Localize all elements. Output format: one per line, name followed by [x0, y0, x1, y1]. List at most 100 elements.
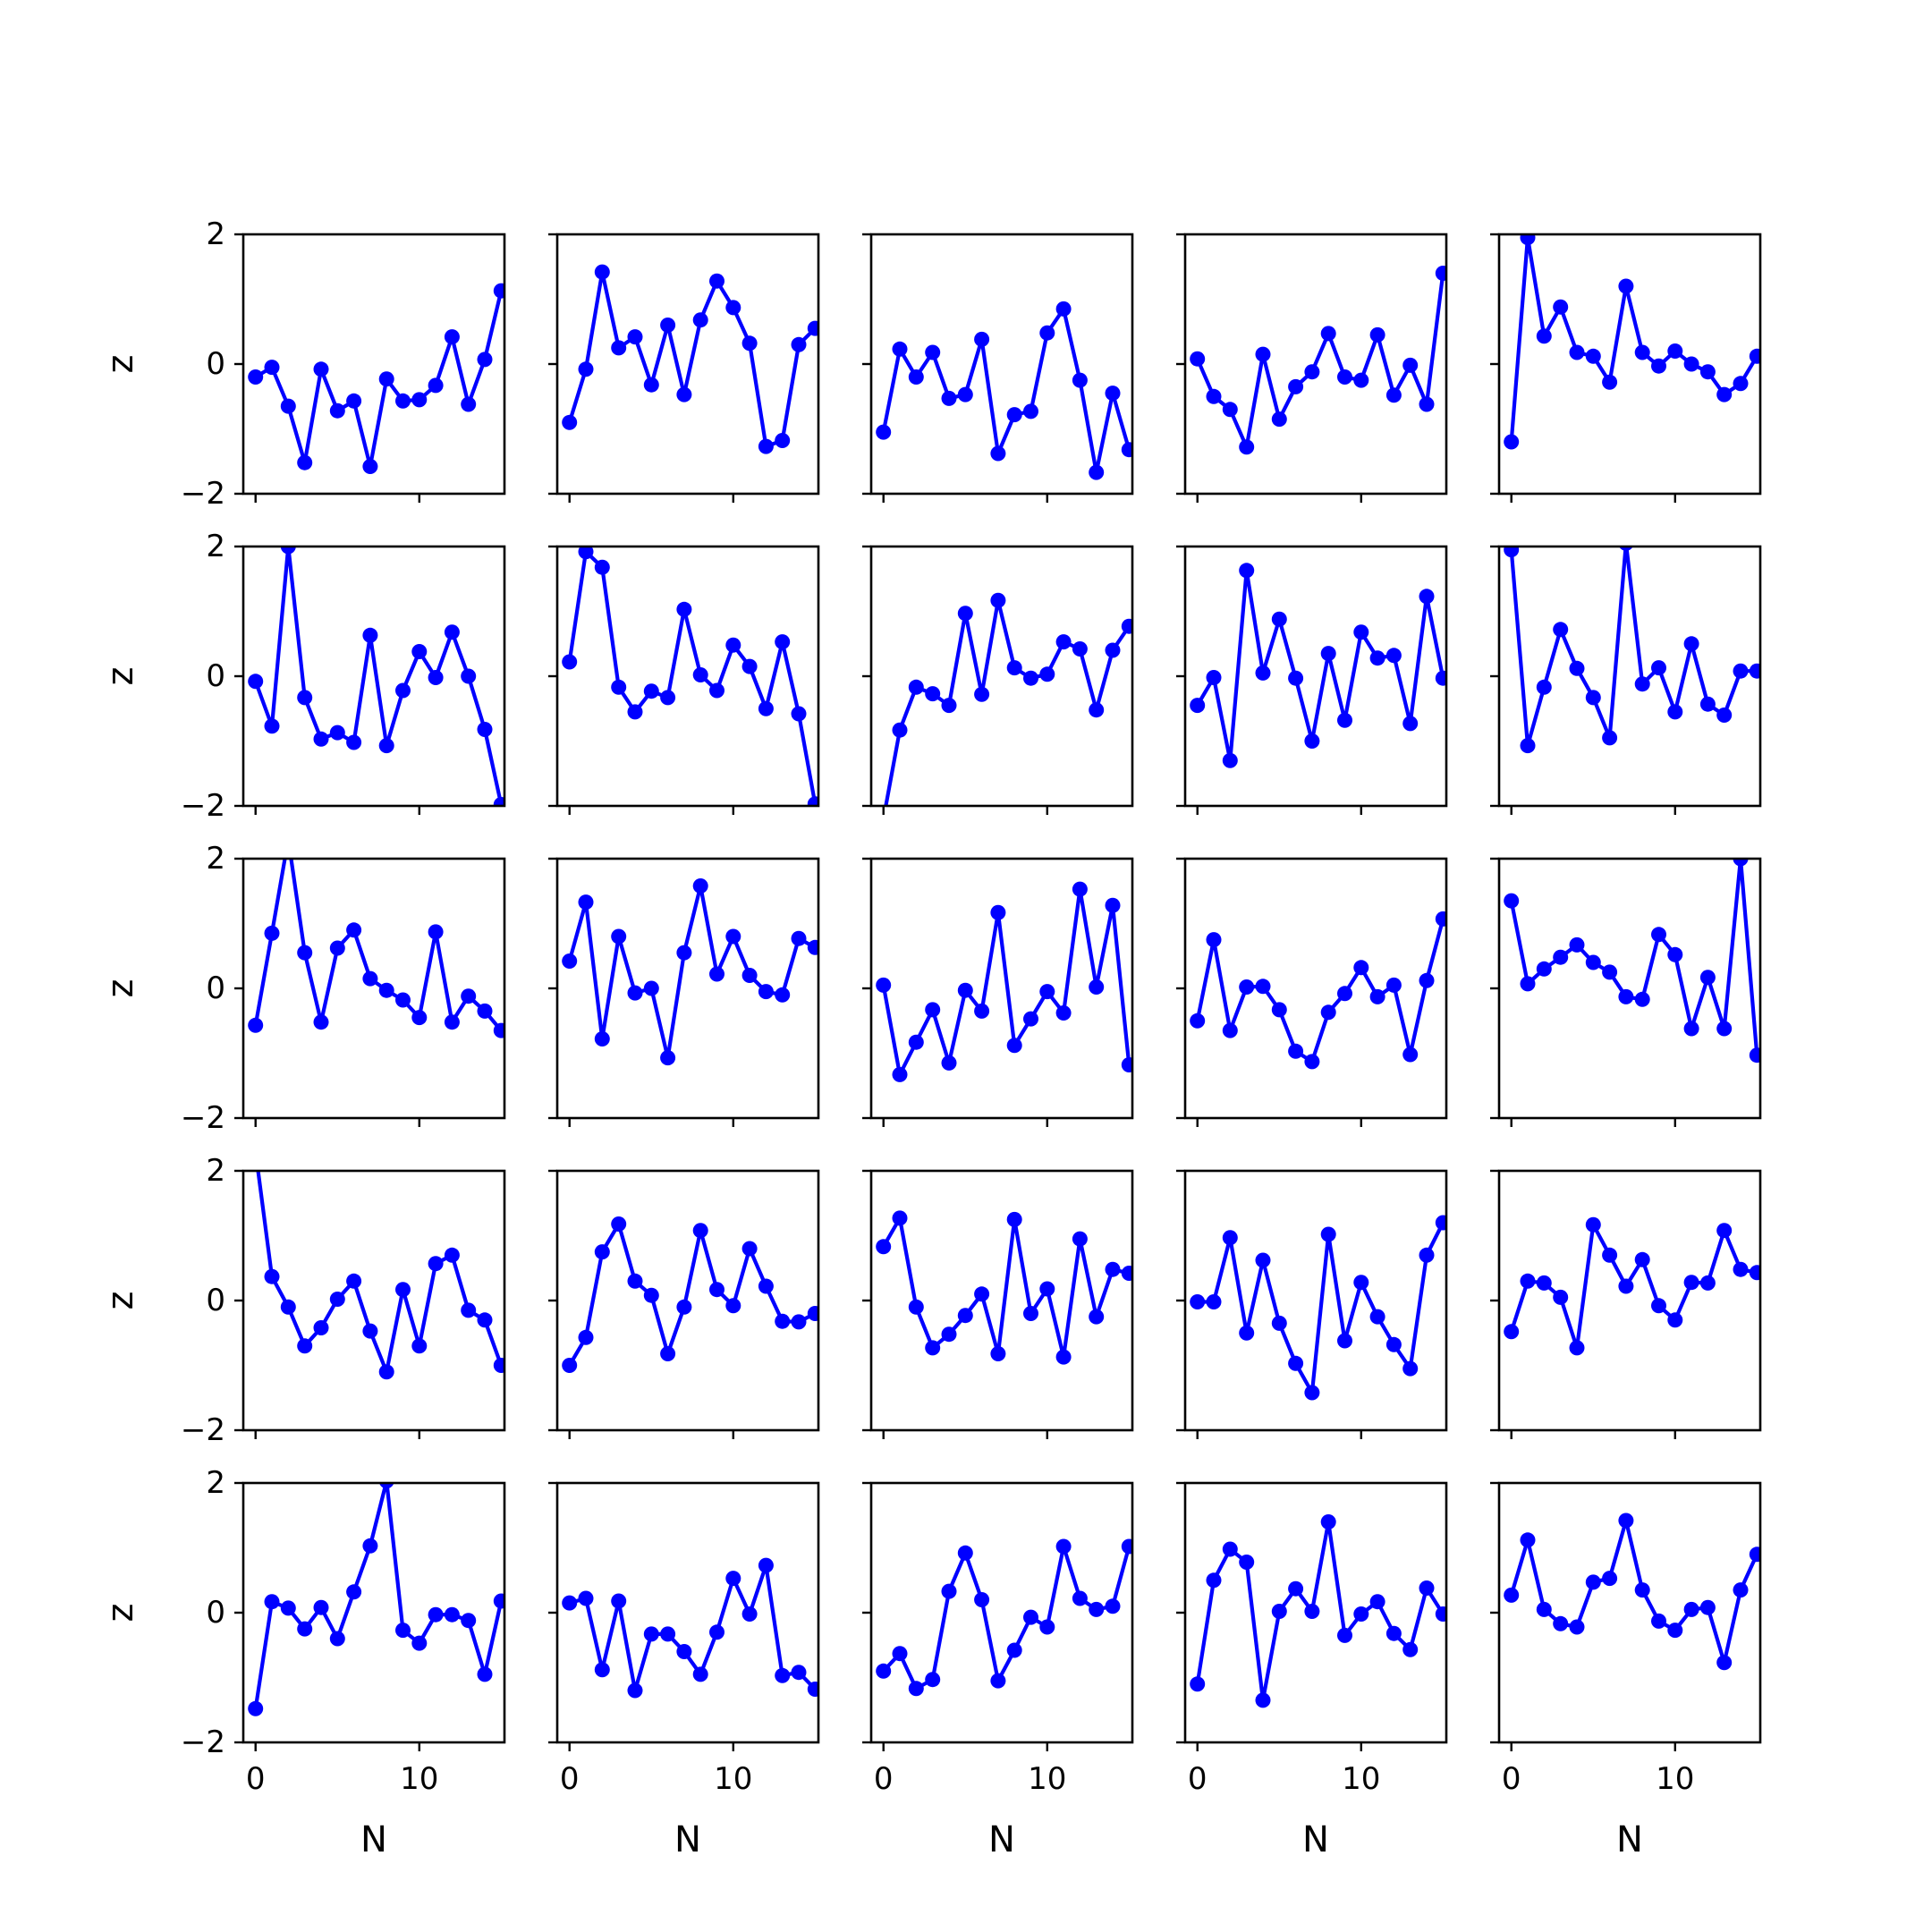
panel-r3-c4	[1176, 857, 1448, 1127]
data-point	[477, 1312, 493, 1328]
data-point	[1602, 964, 1618, 980]
panel-r3-c2	[548, 857, 820, 1127]
data-point	[876, 1663, 892, 1679]
data-point	[477, 352, 493, 368]
data-point	[1651, 1613, 1666, 1629]
data-point	[957, 1308, 973, 1324]
panel-r5-c3: 0 10 N	[862, 1481, 1134, 1860]
data-point	[941, 1055, 957, 1071]
data-point	[346, 393, 362, 409]
data-point	[1634, 1582, 1650, 1598]
data-point	[1271, 1604, 1287, 1619]
data-point	[329, 724, 345, 741]
data-point	[1190, 1294, 1206, 1309]
data-point	[1634, 1251, 1650, 1267]
data-point	[493, 1593, 504, 1609]
y-tick-label: 0	[206, 346, 225, 382]
data-point	[346, 1273, 362, 1289]
y-axis-label: z	[100, 1604, 141, 1623]
panel-r2-c2	[548, 545, 820, 815]
data-point	[493, 1022, 504, 1038]
data-point	[1667, 946, 1683, 962]
x-tick-label: 0	[560, 1761, 580, 1797]
data-point	[395, 682, 411, 699]
data-point	[395, 1282, 411, 1298]
data-point	[248, 1017, 264, 1033]
data-point	[1023, 1306, 1038, 1321]
data-point	[1536, 328, 1552, 344]
data-point	[660, 1626, 676, 1642]
data-point	[1055, 1349, 1072, 1365]
x-axis-label: N	[674, 1819, 701, 1860]
data-point	[660, 690, 676, 706]
data-point	[892, 341, 908, 357]
data-point	[709, 1282, 724, 1298]
data-point	[313, 1320, 329, 1335]
data-point	[758, 438, 774, 454]
data-point	[444, 1247, 460, 1263]
data-point	[1072, 1590, 1088, 1606]
data-point	[362, 1323, 378, 1339]
data-point	[627, 704, 643, 720]
data-point	[974, 1286, 990, 1302]
data-point	[297, 1338, 313, 1354]
data-point	[1304, 1385, 1320, 1401]
data-point	[313, 731, 329, 747]
data-point	[1569, 936, 1585, 953]
data-point	[1255, 1252, 1271, 1268]
data-point	[1749, 1265, 1760, 1281]
data-point	[346, 1584, 362, 1600]
data-point	[709, 682, 724, 699]
data-point	[643, 1626, 659, 1642]
series-plot	[876, 881, 1132, 1082]
data-point	[1304, 364, 1320, 380]
data-point	[1504, 893, 1520, 909]
data-point	[578, 894, 594, 911]
data-point	[1385, 1336, 1402, 1352]
data-point	[1699, 1599, 1716, 1615]
data-point	[660, 1050, 676, 1066]
data-point	[264, 1268, 280, 1284]
data-point	[1520, 976, 1536, 992]
data-point	[1569, 344, 1585, 360]
data-point	[378, 982, 394, 998]
data-point	[990, 592, 1006, 608]
data-point	[248, 1144, 263, 1159]
data-point	[692, 878, 708, 894]
data-point	[1733, 859, 1749, 867]
data-point	[1419, 1247, 1435, 1263]
data-point	[627, 1682, 643, 1699]
data-point	[1222, 1022, 1238, 1038]
data-point	[1006, 407, 1022, 423]
data-point	[1569, 660, 1585, 676]
data-point	[741, 335, 758, 352]
x-tick-label: 0	[1502, 1761, 1521, 1797]
series-line	[253, 859, 503, 1032]
data-point	[281, 832, 296, 847]
x-tick-label: 10	[400, 1761, 438, 1797]
data-point	[692, 667, 708, 682]
data-point	[428, 924, 444, 940]
data-point	[1255, 1692, 1271, 1708]
series-line	[253, 547, 504, 805]
y-tick-label: 0	[206, 970, 225, 1006]
panel-r3-c5	[1490, 857, 1762, 1127]
data-point	[1353, 372, 1369, 388]
series-plot	[1504, 234, 1760, 450]
data-point	[1369, 1309, 1385, 1325]
data-point	[791, 336, 807, 352]
data-point	[1190, 1013, 1206, 1029]
data-point	[1121, 442, 1132, 458]
data-point	[346, 734, 362, 750]
data-point	[444, 1014, 460, 1030]
data-point	[1239, 979, 1255, 995]
y-tick-label: 2	[206, 529, 225, 564]
data-point	[876, 1239, 892, 1255]
data-point	[1023, 670, 1038, 686]
x-tick-label: 0	[1188, 1761, 1208, 1797]
data-point	[941, 390, 957, 406]
data-point	[1683, 356, 1699, 372]
data-point	[1089, 1601, 1105, 1617]
data-point	[362, 970, 378, 987]
data-point	[395, 393, 411, 409]
